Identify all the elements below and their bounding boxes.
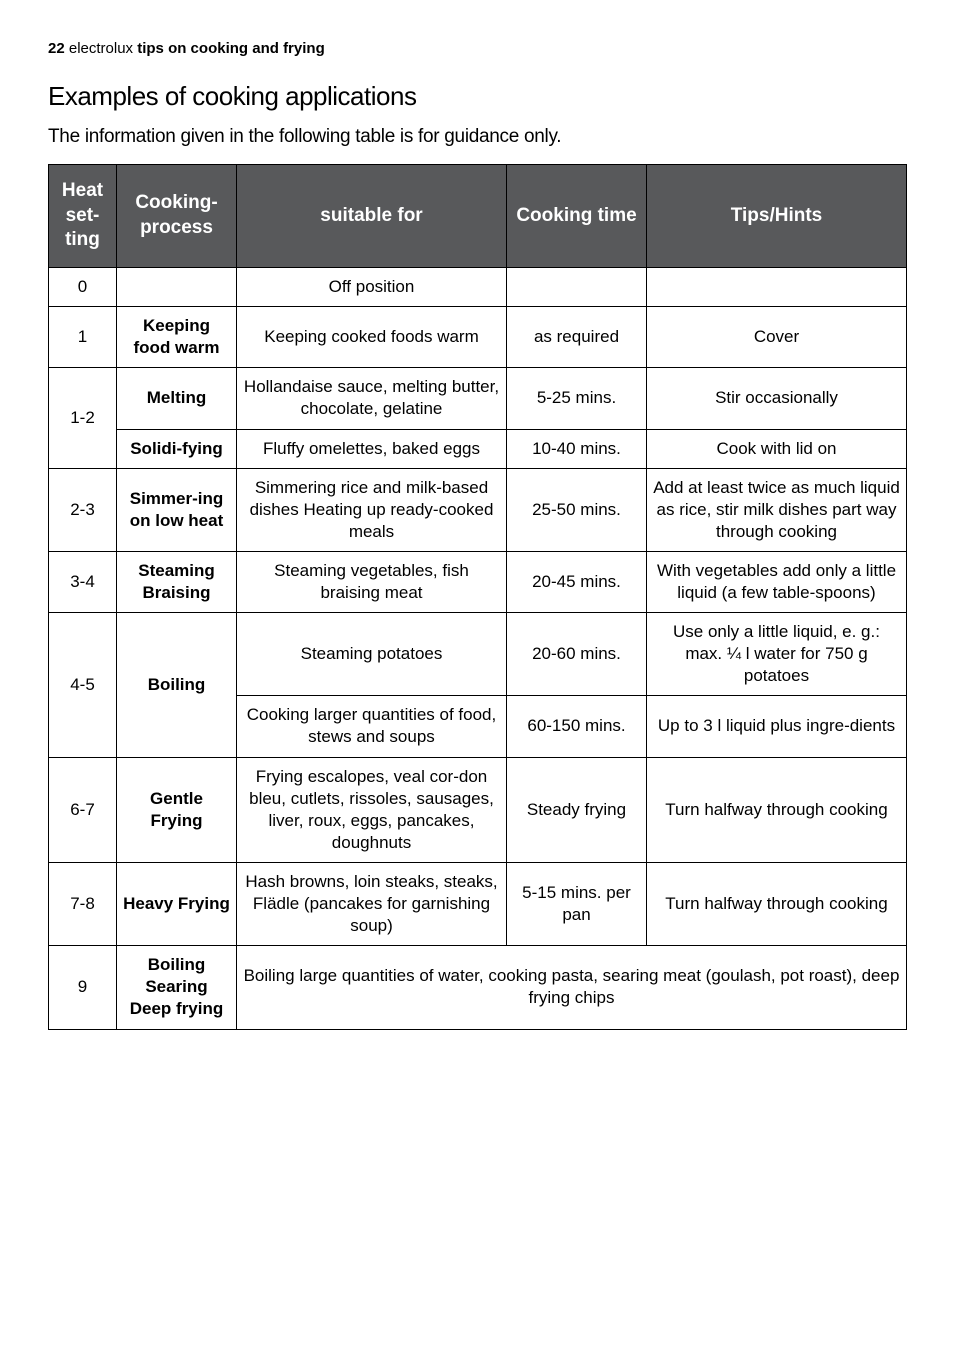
tips-cell: Cover — [647, 307, 907, 368]
tips-cell: With vegetables add only a little liquid… — [647, 551, 907, 612]
header-heat: Heat set-ting — [49, 165, 117, 268]
time-cell: 5-15 mins. per pan — [507, 862, 647, 945]
tips-cell: Stir occasionally — [647, 368, 907, 429]
page-number: 22 — [48, 40, 65, 57]
process-cell: Melting — [117, 368, 237, 429]
table-row: 6-7 Gentle Frying Frying escalopes, veal… — [49, 757, 907, 862]
header-time: Cooking time — [507, 165, 647, 268]
tips-cell — [647, 268, 907, 307]
tips-cell: Up to 3 l liquid plus ingre-dients — [647, 696, 907, 757]
process-cell — [117, 268, 237, 307]
brand-name: electrolux — [69, 40, 133, 57]
suitable-cell: Simmering rice and milk-based dishes Hea… — [237, 468, 507, 551]
table-row: 1-2 Melting Hollandaise sauce, melting b… — [49, 368, 907, 429]
tips-cell: Turn halfway through cooking — [647, 757, 907, 862]
heat-cell: 4-5 — [49, 613, 117, 757]
heat-cell: 1 — [49, 307, 117, 368]
heat-cell: 2-3 — [49, 468, 117, 551]
time-cell: 60-150 mins. — [507, 696, 647, 757]
heat-cell: 3-4 — [49, 551, 117, 612]
process-cell: Simmer-ing on low heat — [117, 468, 237, 551]
heat-cell: 9 — [49, 946, 117, 1029]
table-row: 2-3 Simmer-ing on low heat Simmering ric… — [49, 468, 907, 551]
heat-cell: 1-2 — [49, 368, 117, 468]
heat-cell: 0 — [49, 268, 117, 307]
process-cell: Heavy Frying — [117, 862, 237, 945]
time-cell: 25-50 mins. — [507, 468, 647, 551]
table-header-row: Heat set-ting Cooking-process suitable f… — [49, 165, 907, 268]
suitable-cell: Fluffy omelettes, baked eggs — [237, 429, 507, 468]
table-row: 9 Boiling Searing Deep frying Boiling la… — [49, 946, 907, 1029]
time-cell — [507, 268, 647, 307]
tips-cell: Turn halfway through cooking — [647, 862, 907, 945]
header-tips: Tips/Hints — [647, 165, 907, 268]
time-cell: Steady frying — [507, 757, 647, 862]
time-cell: 20-45 mins. — [507, 551, 647, 612]
table-row: 1 Keeping food warm Keeping cooked foods… — [49, 307, 907, 368]
suitable-cell: Steaming vegetables, fish braising meat — [237, 551, 507, 612]
intro-text: The information given in the following t… — [48, 126, 906, 148]
time-cell: 5-25 mins. — [507, 368, 647, 429]
table-row: 0 Off position — [49, 268, 907, 307]
process-cell: Gentle Frying — [117, 757, 237, 862]
table-row: 3-4 Steaming Braising Steaming vegetable… — [49, 551, 907, 612]
suitable-cell: Frying escalopes, veal cor-don bleu, cut… — [237, 757, 507, 862]
page-header: 22 electrolux tips on cooking and frying — [48, 40, 906, 57]
time-cell: 10-40 mins. — [507, 429, 647, 468]
heat-cell: 7-8 — [49, 862, 117, 945]
merged-cell: Boiling large quantities of water, cooki… — [237, 946, 907, 1029]
process-cell: Solidi-fying — [117, 429, 237, 468]
process-cell: Keeping food warm — [117, 307, 237, 368]
table-row: Solidi-fying Fluffy omelettes, baked egg… — [49, 429, 907, 468]
time-cell: 20-60 mins. — [507, 613, 647, 696]
heat-cell: 6-7 — [49, 757, 117, 862]
table-row: 4-5 Boiling Steaming potatoes 20-60 mins… — [49, 613, 907, 696]
suitable-cell: Cooking larger quantities of food, stews… — [237, 696, 507, 757]
cooking-table: Heat set-ting Cooking-process suitable f… — [48, 164, 907, 1030]
header-process: Cooking-process — [117, 165, 237, 268]
section-name: tips on cooking and frying — [137, 40, 325, 57]
process-cell: Boiling Searing Deep frying — [117, 946, 237, 1029]
suitable-cell: Off position — [237, 268, 507, 307]
time-cell: as required — [507, 307, 647, 368]
suitable-cell: Hollandaise sauce, melting butter, choco… — [237, 368, 507, 429]
table-row: 7-8 Heavy Frying Hash browns, loin steak… — [49, 862, 907, 945]
tips-cell: Cook with lid on — [647, 429, 907, 468]
process-cell: Steaming Braising — [117, 551, 237, 612]
page-title: Examples of cooking applications — [48, 81, 906, 112]
process-cell: Boiling — [117, 613, 237, 757]
suitable-cell: Hash browns, loin steaks, steaks, Flädle… — [237, 862, 507, 945]
tips-cell: Use only a little liquid, e. g.: max. ¼ … — [647, 613, 907, 696]
header-suitable: suitable for — [237, 165, 507, 268]
suitable-cell: Keeping cooked foods warm — [237, 307, 507, 368]
tips-cell: Add at least twice as much liquid as ric… — [647, 468, 907, 551]
suitable-cell: Steaming potatoes — [237, 613, 507, 696]
